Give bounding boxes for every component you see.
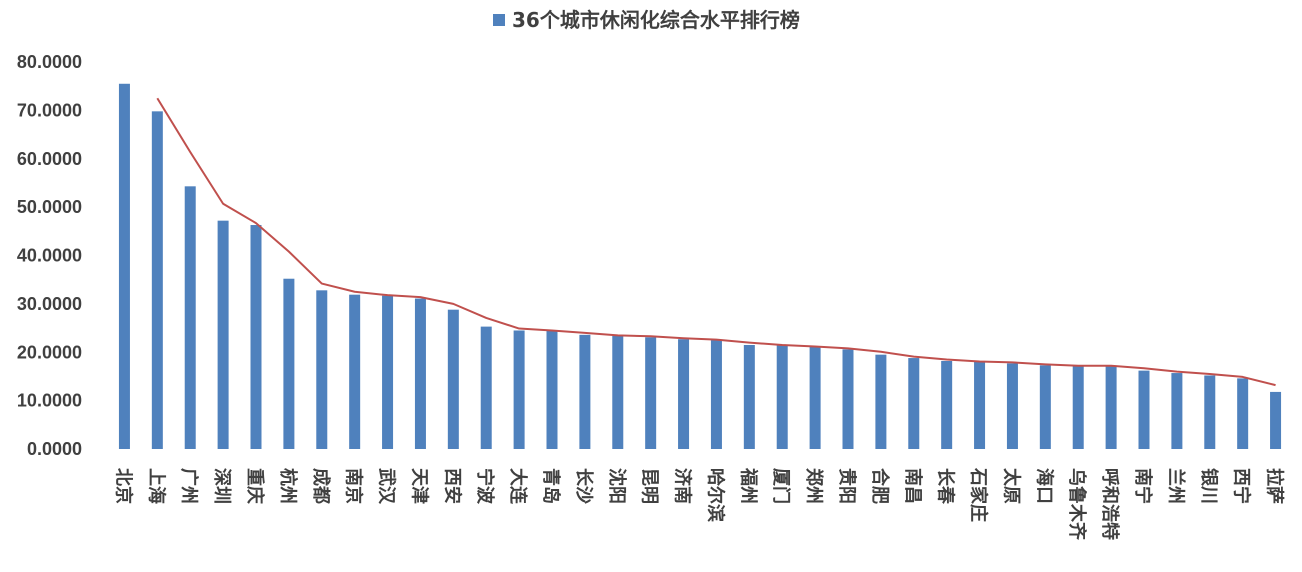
x-axis: 北京 上海 广州 深圳 重庆 杭州 成都 南京 武汉 天津 西安 宁波 大连 青岛 长沙 沈阳 昆明 济南 哈尔滨福… [112,467,1285,541]
bar [678,339,690,449]
y-tick-label: 30.0000 [17,294,82,314]
bar [316,290,328,449]
y-tick-label: 70.0000 [17,100,82,120]
bar [710,340,722,449]
x-tick-label: 南宁 [1132,468,1154,504]
bar [447,309,459,449]
bar [842,349,854,449]
x-tick-label: 上海 [145,468,167,504]
x-tick-label: 广州 [178,468,200,504]
bar [1039,365,1051,449]
x-tick-label: 兰州 [1165,468,1187,504]
bar [382,295,394,449]
x-tick-label: 沈阳 [606,468,628,504]
x-tick-label: 石家庄 [968,467,990,522]
bar [1138,370,1150,449]
bar [250,225,262,449]
legend-label: 36个城市休闲化综合水平排行榜 [512,8,800,32]
x-tick-label: 呼和浩特 [1099,468,1121,540]
bar [349,294,361,449]
x-tick-label: 贵阳 [836,468,857,504]
bar [1270,391,1282,449]
bar [1105,365,1117,449]
y-tick-label: 20.0000 [17,342,82,362]
x-tick-label: 深圳 [211,468,233,504]
bar [743,344,755,449]
x-tick-label: 郑州 [803,468,825,504]
bar [480,326,492,449]
x-tick-label: 太原 [1000,468,1022,504]
x-tick-label: 西宁 [1231,468,1253,504]
x-tick-label: 北京 [112,468,134,504]
bar [776,345,788,449]
x-tick-label: 长沙 [573,468,594,504]
x-tick-label: 海口 [1033,468,1055,504]
bar [151,111,163,449]
x-tick-label: 宁波 [474,468,496,505]
x-tick-label: 福州 [737,467,759,504]
y-tick-label: 0.0000 [27,439,82,459]
bar [513,330,525,449]
x-tick-label: 合肥 [869,468,891,504]
bar [908,358,920,449]
bar [1171,373,1183,449]
x-tick-label: 昆明 [639,468,660,504]
legend-swatch [493,14,505,26]
bar [546,330,558,449]
y-tick-label: 50.0000 [17,197,82,217]
x-tick-label: 长春 [935,468,957,505]
y-axis: 0.0000 10.0000 20.0000 30.0000 40.0000 50.000… [17,52,82,459]
bar [1006,363,1018,449]
bar [809,346,821,449]
x-tick-label: 成都 [310,468,332,504]
x-tick-label: 西安 [441,468,463,504]
x-tick-label: 大连 [507,468,529,505]
x-tick-label: 南昌 [902,468,924,504]
x-tick-label: 厦门 [770,468,792,504]
bar [612,335,624,449]
x-tick-label: 济南 [672,468,694,504]
x-tick-label: 乌鲁木齐 [1066,468,1088,541]
trend-line [156,97,1276,387]
bar [1072,365,1084,449]
bar [1204,375,1216,449]
x-tick-label: 青岛 [540,468,562,504]
bar [875,354,887,449]
x-tick-label: 重庆 [244,468,266,504]
x-tick-label: 武汉 [376,468,397,505]
y-tick-label: 40.0000 [17,246,82,266]
bar [941,360,953,449]
bar [579,334,591,449]
x-tick-label: 拉萨 [1264,468,1286,504]
bar [217,220,229,449]
x-tick-label: 银川 [1198,468,1220,504]
bar [974,361,986,449]
x-tick-label: 杭州 [277,468,299,504]
bar [1237,378,1249,449]
y-tick-label: 80.0000 [17,52,82,72]
x-tick-label: 天津 [408,468,430,504]
y-tick-label: 10.0000 [17,391,82,411]
trendline [156,97,1276,387]
bar [645,337,657,449]
bar [414,298,426,449]
bar [283,278,295,449]
legend: 36个城市休闲化综合水平排行榜 [493,8,800,32]
bar [184,186,196,449]
bars [118,83,1282,450]
y-tick-label: 60.0000 [17,149,82,169]
x-tick-label: 南京 [343,468,365,504]
x-tick-label: 哈尔滨 [704,468,726,522]
bar [118,83,130,450]
